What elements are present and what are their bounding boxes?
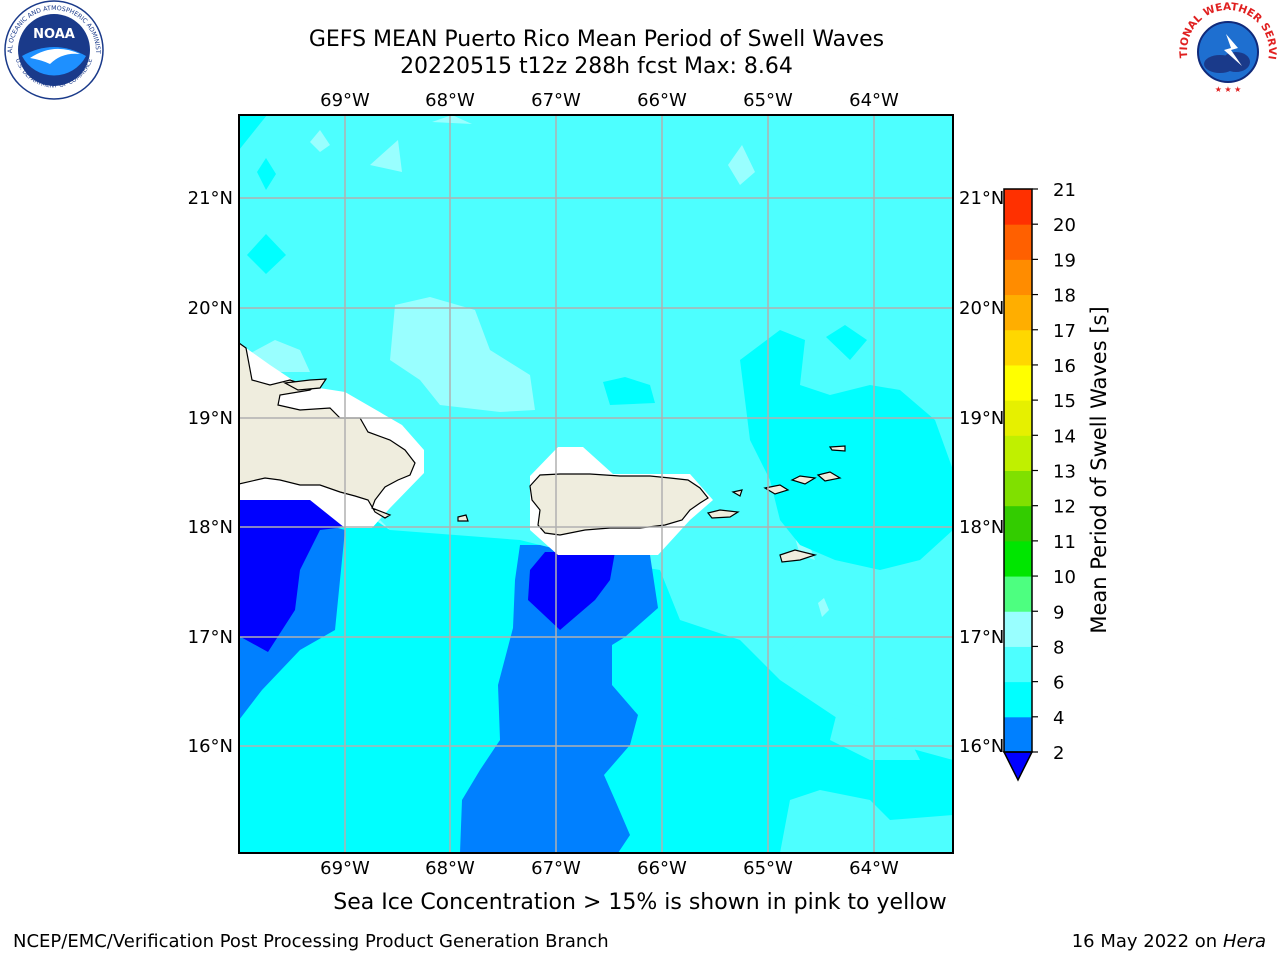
noaa-logo: NATIONAL OCEANIC AND ATMOSPHERIC ADMINIS… <box>0 0 104 100</box>
colorbar-tick-label: 6 <box>1053 673 1064 694</box>
lon-label-bottom: 64°W <box>849 858 899 879</box>
lon-label-top: 69°W <box>320 90 370 111</box>
colorbar-swatch <box>1004 435 1032 471</box>
map-frame <box>238 114 954 854</box>
lat-label-right: 17°N <box>959 627 1004 648</box>
map-panel: 69°W 68°W 67°W 66°W 65°W 64°W 69°W 68°W … <box>188 90 1005 879</box>
colorbar-swatch <box>1004 681 1032 718</box>
colorbar-tick-label: 9 <box>1053 602 1064 623</box>
colorbar-tick-label: 19 <box>1053 250 1076 271</box>
lon-label-top: 67°W <box>531 90 581 111</box>
colorbar-tick-label: 20 <box>1053 215 1076 236</box>
colorbar-tick-label: 16 <box>1053 356 1076 377</box>
colorbar-swatch <box>1004 224 1032 260</box>
colorbar-tick-label: 18 <box>1053 286 1076 307</box>
colorbar-tick-label: 11 <box>1053 532 1076 553</box>
lon-label-top: 65°W <box>743 90 793 111</box>
colorbar-swatch <box>1004 329 1032 366</box>
lon-label-bottom: 67°W <box>531 858 581 879</box>
colorbar-tick-label: 17 <box>1053 321 1076 342</box>
lon-label-top: 68°W <box>425 90 475 111</box>
chart-subtitle: 20220515 t12z 288h fcst Max: 8.64 <box>400 54 793 79</box>
puerto-rico-land <box>529 473 709 536</box>
lon-label-bottom: 66°W <box>637 858 687 879</box>
colorbar-swatch <box>1004 540 1032 577</box>
colorbar-tick-label: 2 <box>1053 743 1064 764</box>
colorbar-swatch <box>1004 611 1032 647</box>
footer-date: 16 May 2022 on <box>1071 931 1218 952</box>
colorbar-label: Mean Period of Swell Waves [s] <box>1087 306 1111 633</box>
nws-logo: NATIONAL WEATHER SERVICE ★ ★ ★ <box>1176 0 1278 98</box>
colorbar-tick-label: 21 <box>1053 180 1076 201</box>
noaa-center-text: NOAA <box>33 27 75 42</box>
lon-label-top: 66°W <box>637 90 687 111</box>
colorbar-swatch <box>1004 294 1032 331</box>
colorbar-swatch <box>1004 189 1032 225</box>
svg-text:★ ★ ★: ★ ★ ★ <box>1215 85 1242 94</box>
colorbar-tick-label: 12 <box>1053 497 1076 518</box>
lat-label-right: 19°N <box>959 408 1004 429</box>
chart-title: GEFS MEAN Puerto Rico Mean Period of Swe… <box>308 27 885 52</box>
lat-label-right: 20°N <box>959 298 1004 319</box>
lat-label-right: 16°N <box>959 736 1004 757</box>
colorbar-swatch <box>1004 716 1032 753</box>
colorbar-swatch <box>1004 259 1032 296</box>
colorbar-extend-arrow <box>1002 751 1034 782</box>
colorbar-tick-label: 14 <box>1053 426 1076 447</box>
colorbar-swatch <box>1004 505 1032 542</box>
colorbar-swatch <box>1004 576 1032 612</box>
colorbar-tick-label: 4 <box>1053 708 1064 729</box>
colorbar-swatch <box>1004 364 1032 401</box>
footer-machine: Hera <box>1222 931 1266 952</box>
sea-ice-note: Sea Ice Concentration > 15% is shown in … <box>333 890 947 915</box>
footer-credit: NCEP/EMC/Verification Post Processing Pr… <box>13 931 609 952</box>
colorbar-swatch <box>1004 646 1032 683</box>
colorbar-tick-label: 8 <box>1053 637 1064 658</box>
lat-label-left: 19°N <box>188 408 233 429</box>
lon-label-bottom: 65°W <box>743 858 793 879</box>
small-islands <box>457 445 846 563</box>
colorbar-tick-label: 13 <box>1053 462 1076 483</box>
lon-label-top: 64°W <box>849 90 899 111</box>
colorbar-swatch <box>1004 470 1032 507</box>
footer-date-line: 16 May 2022 on Hera <box>1072 931 1266 952</box>
lowest-swell-region <box>239 500 615 652</box>
colorbar-tick-label: 10 <box>1053 567 1076 588</box>
lat-label-left: 21°N <box>188 188 233 209</box>
lat-label-left: 18°N <box>188 517 233 538</box>
lon-label-bottom: 69°W <box>320 858 370 879</box>
lat-label-left: 16°N <box>188 736 233 757</box>
colorbar-swatch <box>1004 400 1032 436</box>
lat-label-right: 21°N <box>959 188 1004 209</box>
lat-label-left: 17°N <box>188 627 233 648</box>
lat-label-right: 18°N <box>959 517 1004 538</box>
colorbar: 2 4 6 8 9 10 11 12 13 14 15 16 17 18 19 20 21 <box>1002 180 1076 782</box>
colorbar-tick-label: 15 <box>1053 391 1076 412</box>
lon-label-bottom: 68°W <box>425 858 475 879</box>
lat-label-left: 20°N <box>188 298 233 319</box>
gridlines <box>239 115 953 853</box>
